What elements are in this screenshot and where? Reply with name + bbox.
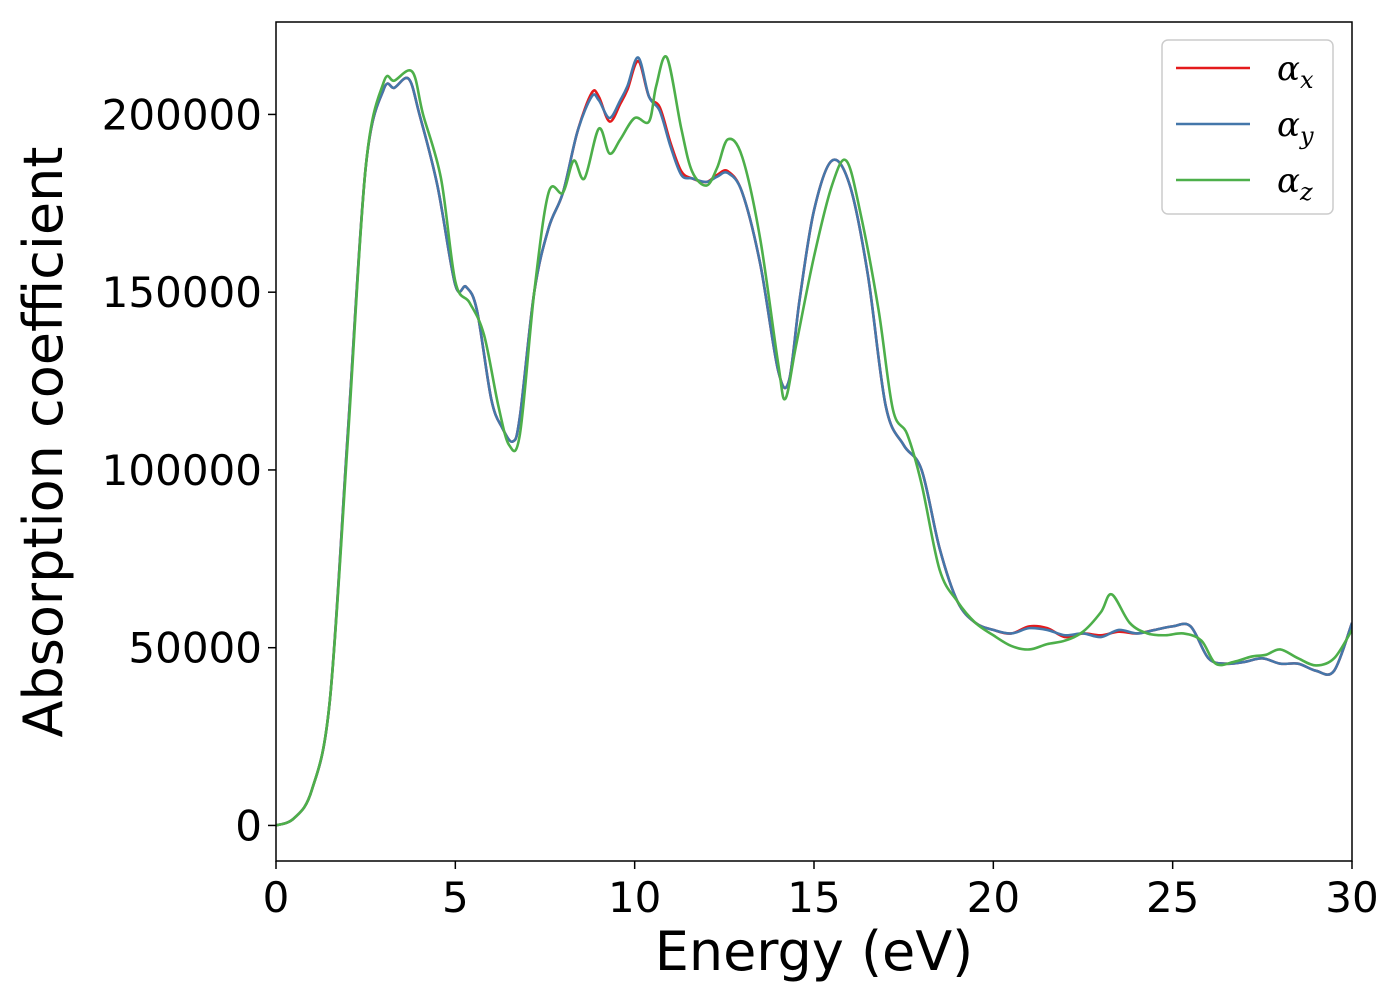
series-layer: [276, 54, 1352, 827]
x-tick-label: 25: [1146, 873, 1199, 922]
legend-label-x: αx: [1277, 49, 1314, 94]
x-axis-label: Energy (eV): [655, 920, 974, 983]
x-tick-label: 10: [608, 873, 661, 922]
x-tick-label: 15: [787, 873, 840, 922]
x-tick-label: 0: [263, 873, 290, 922]
x-tick-label: 5: [442, 873, 469, 922]
x-tick-label: 20: [967, 873, 1020, 922]
y-tick-label: 100000: [102, 446, 262, 495]
y-axis-label: Absorption coefficient: [12, 147, 75, 738]
series-line-z: [276, 54, 1352, 827]
legend-label-z: αz: [1277, 161, 1313, 206]
y-tick-label: 50000: [128, 624, 262, 673]
legend-box: [1161, 39, 1334, 215]
y-tick-label: 0: [235, 801, 262, 850]
legend-label-y: αy: [1277, 105, 1314, 150]
legend: αx αy αz: [1161, 39, 1334, 215]
y-tick-label: 200000: [102, 90, 262, 139]
series-line-y: [276, 56, 1352, 827]
y-axis: 0 50000 100000 150000 200000: [102, 90, 276, 850]
y-tick-label: 150000: [102, 268, 262, 317]
x-tick-label: 30: [1325, 873, 1378, 922]
x-axis: 0 5 10 15 20 25 30: [263, 861, 1379, 922]
